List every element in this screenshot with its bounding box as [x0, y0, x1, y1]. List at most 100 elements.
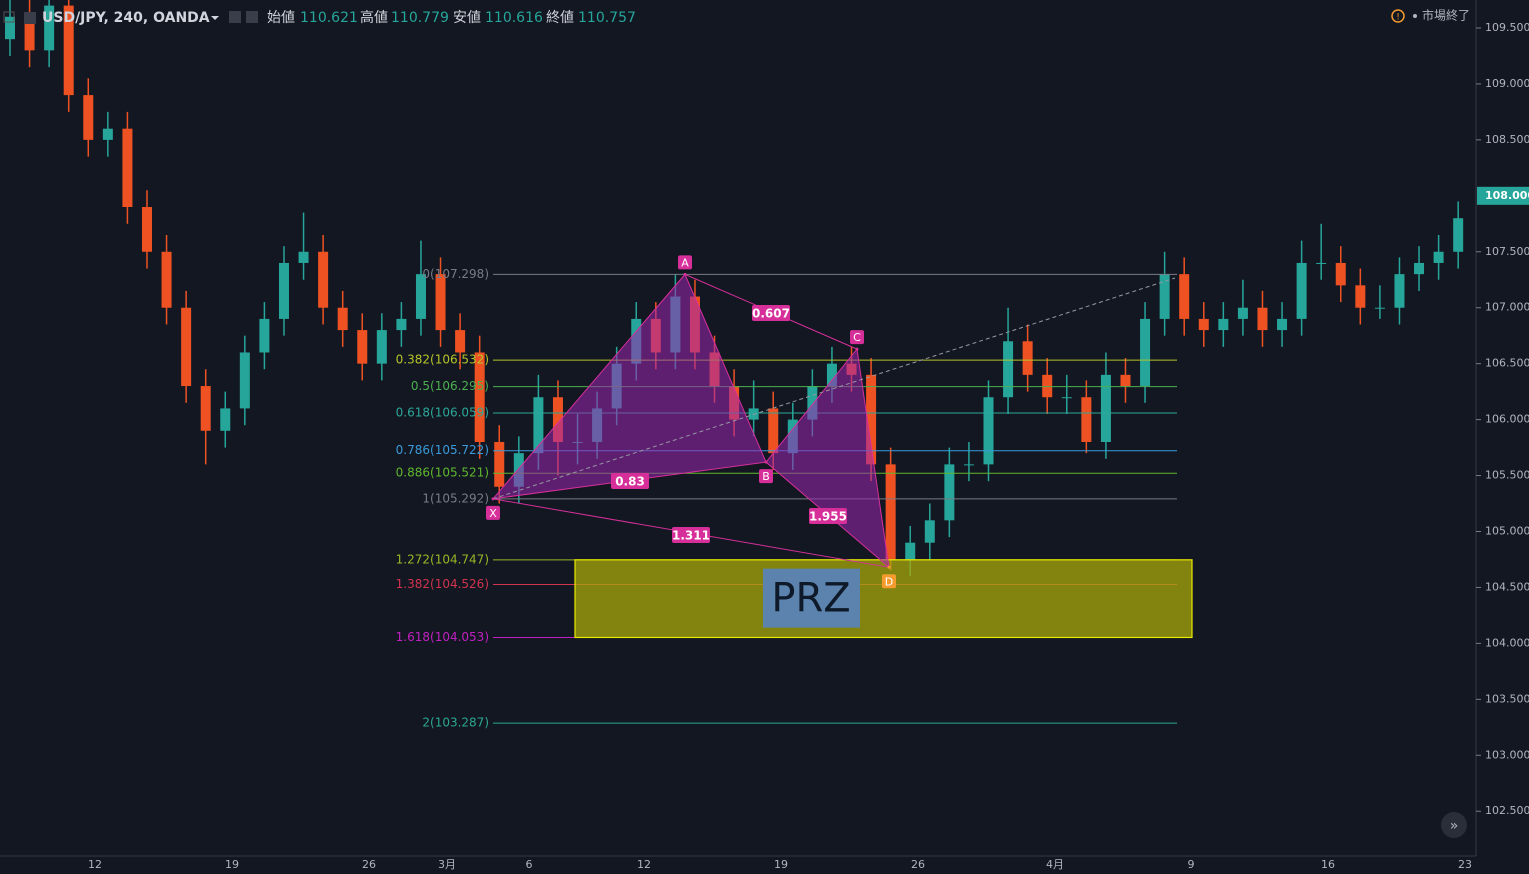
candle-body: [435, 274, 446, 331]
candle-body: [1003, 341, 1014, 398]
candle-body: [298, 251, 309, 263]
status-dot: [1413, 14, 1417, 18]
candle-body: [474, 352, 485, 442]
candle-body: [1374, 307, 1385, 309]
candle-body: [181, 307, 192, 387]
pattern-point: [887, 565, 891, 569]
icon[interactable]: [229, 11, 241, 23]
candle-body: [278, 262, 289, 319]
x-tick-label: 12: [637, 858, 651, 871]
fib-label: 1.272(104.747): [396, 552, 489, 566]
candle-body: [807, 386, 818, 420]
y-tick-label: 103.500: [1485, 692, 1529, 705]
candle-body: [24, 16, 35, 51]
last-price-label: 108.000: [1485, 189, 1529, 202]
candle-body: [1198, 318, 1209, 331]
candle-body: [1159, 274, 1170, 319]
candle-body: [141, 207, 152, 252]
candle-body: [1022, 341, 1033, 375]
pattern-point: [855, 347, 859, 351]
y-tick-label: 105.500: [1485, 469, 1529, 482]
candle-body: [866, 374, 877, 465]
ratio-label: 0.607: [752, 307, 790, 321]
ohlc-label: 終値: [546, 10, 574, 26]
candle-body: [337, 307, 348, 331]
candle-body: [885, 464, 896, 560]
candle-body: [1296, 262, 1307, 319]
pattern-point-label: A: [681, 256, 689, 269]
fib-label: 0.786(105.722): [396, 443, 489, 457]
fib-label: 2(103.287): [422, 716, 489, 730]
y-tick-label: 106.500: [1485, 357, 1529, 370]
ohlc-label: 始値: [267, 10, 295, 26]
candle-body: [1179, 274, 1190, 319]
ohlc-value: 110.616: [485, 10, 543, 26]
candle-body: [44, 5, 55, 51]
pattern-point-tag: [850, 330, 864, 345]
pattern-point: [764, 460, 768, 464]
candle-body: [455, 330, 466, 353]
ratio-tag: [611, 473, 649, 489]
candle-body: [768, 408, 779, 454]
candle-body: [963, 464, 974, 466]
x-tick-label: 26: [362, 858, 376, 871]
candle-body: [220, 408, 231, 431]
candle-body: [533, 397, 544, 454]
status-icon: !: [1396, 13, 1400, 23]
icon[interactable]: [246, 11, 258, 23]
y-tick-label: 102.500: [1485, 804, 1529, 817]
candle-body: [1081, 397, 1092, 442]
scroll-button-icon[interactable]: »: [1450, 818, 1459, 834]
market-status: 市場終了: [1422, 8, 1470, 23]
candle-body: [1061, 397, 1072, 399]
candle-body: [5, 16, 15, 40]
candle-body: [1316, 262, 1327, 264]
candle-body: [102, 128, 113, 140]
y-tick-label: 107.500: [1485, 245, 1529, 258]
candle-body: [1277, 318, 1288, 331]
candle-body: [83, 95, 94, 140]
candle-body: [983, 397, 994, 465]
ratio-label: 1.311: [672, 529, 710, 543]
fib-label: 0(107.298): [422, 267, 489, 281]
candle-body: [1453, 218, 1464, 252]
fib-label: 1.382(104.526): [396, 577, 489, 591]
candle-body: [1140, 318, 1151, 387]
x-tick-label: 4月: [1046, 858, 1064, 871]
ratio-tag: [672, 527, 710, 543]
fib-label: 0.5(106.295): [411, 379, 489, 393]
candle-body: [396, 318, 407, 331]
candle-body: [1355, 285, 1366, 308]
pattern-point-label: D: [885, 575, 893, 588]
candle-body: [239, 352, 250, 409]
scroll-button[interactable]: [1441, 812, 1467, 838]
dropdown[interactable]: [211, 16, 219, 20]
candle-body: [1257, 307, 1268, 331]
price-axis: [1476, 0, 1529, 874]
candle-body: [259, 318, 270, 353]
pattern-point-label: X: [489, 507, 497, 520]
candle-body: [1218, 318, 1229, 331]
pattern-point-tag: [882, 574, 896, 589]
trend-dashed: [492, 277, 1176, 500]
status-icon: [1391, 9, 1405, 23]
prz-zone: [574, 559, 1193, 639]
candle-body: [944, 464, 955, 521]
x-tick-label: 19: [774, 858, 788, 871]
icon: [24, 12, 36, 24]
candle-body: [1335, 262, 1346, 286]
candle-body: [1120, 374, 1131, 387]
candle-body: [161, 251, 172, 308]
fib-label: 0.618(106.059): [396, 406, 489, 420]
y-tick-label: 109.000: [1485, 77, 1529, 90]
candle-body: [1394, 274, 1405, 308]
candle-body: [1433, 251, 1444, 263]
ohlc-value: 110.779: [391, 10, 449, 26]
x-tick-label: 6: [526, 858, 533, 871]
symbol: USD/JPY, 240, OANDA: [42, 10, 210, 26]
candle-body: [122, 128, 133, 208]
fib-label: 1.618(104.053): [396, 630, 489, 644]
last-price-tag: [1477, 186, 1529, 205]
